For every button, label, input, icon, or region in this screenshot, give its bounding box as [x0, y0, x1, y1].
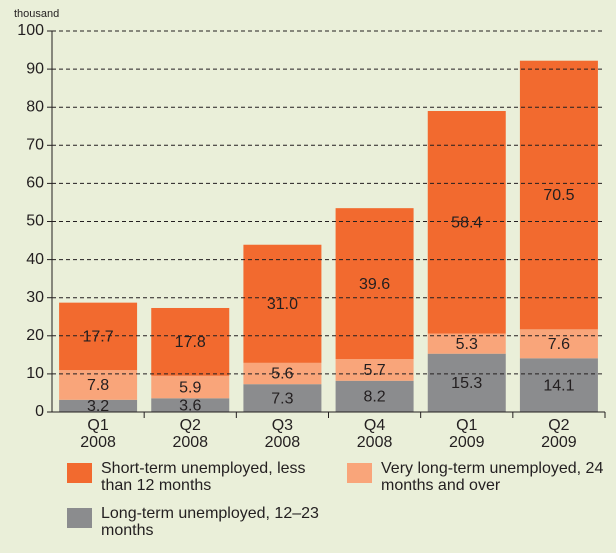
- legend-label: Short-term unemployed, less than 12 mont…: [101, 460, 306, 494]
- bar-segment: [427, 111, 506, 334]
- value-label: 3.6: [179, 397, 201, 414]
- value-label: 70.5: [543, 187, 574, 204]
- bar-segment: [519, 358, 598, 412]
- y-tick-label: 50: [26, 213, 44, 230]
- value-label: 17.7: [83, 329, 114, 346]
- bar-segment: [151, 398, 230, 412]
- x-tick-label: Q2 2009: [541, 417, 577, 451]
- value-label: 7.6: [548, 336, 570, 353]
- legend-label: Very long-term unemployed, 24 months and…: [381, 460, 604, 494]
- bar-segment: [427, 333, 506, 354]
- value-label: 58.4: [451, 214, 482, 231]
- value-label: 17.8: [175, 334, 206, 351]
- y-tick-label: 20: [26, 327, 44, 344]
- bar-segment: [151, 307, 230, 376]
- y-tick-label: 90: [26, 60, 44, 77]
- bar-segment: [59, 399, 138, 412]
- value-label: 39.6: [359, 276, 390, 293]
- legend-swatch: [67, 463, 92, 483]
- bar-segment: [243, 384, 322, 412]
- bar-segment: [519, 329, 598, 359]
- bar-segment: [427, 353, 506, 412]
- y-tick-label: 30: [26, 289, 44, 306]
- value-label: 14.1: [543, 377, 574, 394]
- bar-segment: [335, 208, 414, 360]
- value-label: 31.0: [267, 296, 298, 313]
- value-label: 8.2: [363, 389, 385, 406]
- bar-segment: [59, 302, 138, 371]
- y-tick-label: 0: [35, 403, 44, 420]
- x-tick-label: Q4 2008: [356, 417, 393, 451]
- value-label: 5.9: [179, 379, 201, 396]
- y-tick-label: 40: [26, 251, 44, 268]
- y-tick-label: 60: [26, 175, 44, 192]
- x-tick-label: Q3 2008: [264, 417, 301, 451]
- y-tick-label: 100: [17, 22, 44, 39]
- bar-segment: [335, 380, 414, 412]
- y-tick-label: 70: [26, 137, 44, 154]
- value-label: 3.2: [87, 398, 109, 415]
- value-label: 5.7: [363, 362, 385, 379]
- value-label: 5.3: [456, 336, 478, 353]
- value-label: 5.6: [271, 366, 293, 383]
- value-label: 7.8: [87, 377, 109, 394]
- y-tick-label: 10: [26, 365, 44, 382]
- y-axis-unit: thousand: [14, 8, 59, 20]
- bar-segment: [519, 60, 598, 330]
- bar-segment: [243, 244, 322, 363]
- value-label: 7.3: [271, 390, 293, 407]
- bar-segment: [243, 362, 322, 385]
- legend-label: Long-term unemployed, 12–23 months: [101, 505, 319, 539]
- bar-segment: [151, 375, 230, 399]
- value-label: 15.3: [451, 375, 482, 392]
- y-tick-label: 80: [26, 98, 44, 115]
- legend-swatch: [67, 508, 92, 528]
- bar-segment: [335, 359, 414, 381]
- legend-swatch: [347, 463, 372, 483]
- bar-segment: [59, 370, 138, 400]
- x-tick-label: Q2 2008: [172, 417, 209, 451]
- x-tick-label: Q1 2008: [80, 417, 116, 451]
- x-tick-label: Q1 2009: [448, 417, 485, 451]
